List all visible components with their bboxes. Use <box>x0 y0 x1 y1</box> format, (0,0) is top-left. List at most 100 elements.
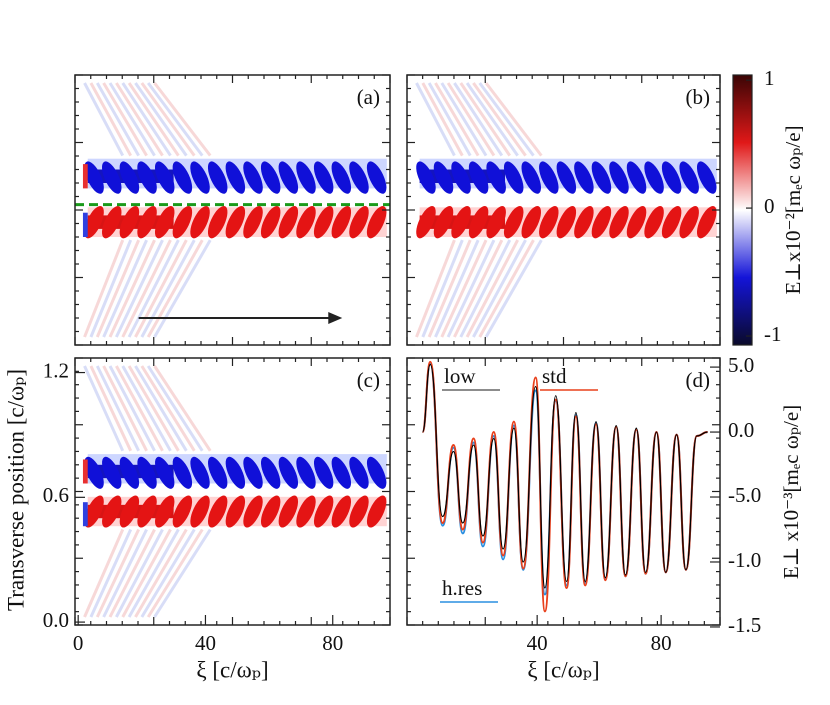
blue-blob <box>696 161 717 194</box>
faint-wave <box>102 82 148 157</box>
faint-wave <box>146 528 204 618</box>
red-blob <box>225 495 246 528</box>
blue-blob <box>313 456 334 489</box>
red-blob <box>591 205 612 239</box>
red-blob <box>644 205 664 239</box>
faint-wave <box>121 365 172 452</box>
blue-blob <box>331 161 352 194</box>
y-tick-label: 1.2 <box>43 358 69 382</box>
blue-blob <box>154 161 175 194</box>
red-blob <box>243 495 263 528</box>
red-blob <box>696 205 717 239</box>
edge-red <box>82 459 88 484</box>
faint-wave <box>153 528 212 618</box>
blue-blob <box>172 456 193 489</box>
faint-wave <box>146 365 204 452</box>
faint-wave <box>415 82 456 157</box>
blue-blob <box>486 161 506 194</box>
faint-wave <box>102 239 148 338</box>
red-blob <box>296 205 316 239</box>
faint-wave <box>472 82 527 157</box>
blue-blob <box>260 161 281 194</box>
blue-blob <box>102 456 122 489</box>
faint-wave <box>140 365 196 452</box>
y-tick-label: 0.6 <box>43 483 69 507</box>
y2-tick-label: 0.0 <box>728 418 754 442</box>
blue-blob <box>313 161 334 194</box>
red-blob <box>416 205 436 239</box>
red-blob <box>172 205 193 239</box>
x-axis-label: ξ [c/ωₚ] <box>527 657 599 682</box>
faint-wave <box>83 239 125 338</box>
red-blob <box>278 205 299 239</box>
red-blob <box>331 205 352 239</box>
blue-blob <box>260 456 281 489</box>
colorbar-tick-label: 0 <box>764 194 775 218</box>
red-blob <box>190 205 210 239</box>
blue-blob <box>451 161 471 194</box>
faint-wave <box>102 365 148 452</box>
y2-tick-label: -1.0 <box>728 548 761 572</box>
red-blob <box>556 205 577 239</box>
faint-wave <box>146 239 204 338</box>
field-map <box>75 82 390 338</box>
faint-wave <box>83 82 125 157</box>
red-blob <box>609 205 629 239</box>
blue-blob <box>296 456 316 489</box>
panel-label: (b) <box>686 85 711 109</box>
faint-wave <box>478 82 535 157</box>
x-tick-label: 80 <box>322 631 343 655</box>
faint-wave <box>89 82 132 157</box>
colorbar-tick-label: -1 <box>764 322 782 346</box>
blue-blob <box>349 456 369 489</box>
blue-blob <box>101 161 122 194</box>
faint-wave <box>153 82 212 157</box>
panel-label: (a) <box>357 85 380 109</box>
y2-tick-label: 5.0 <box>728 353 754 377</box>
red-blob <box>486 205 506 239</box>
blue-blob <box>119 161 140 194</box>
red-blob <box>433 205 454 239</box>
red-blob <box>539 205 559 239</box>
faint-wave <box>115 239 164 338</box>
red-blob <box>119 495 140 528</box>
blue-blob <box>137 161 157 194</box>
faint-wave <box>95 239 141 338</box>
red-blob <box>190 495 210 528</box>
faint-wave <box>121 82 172 157</box>
blue-blob <box>416 161 436 194</box>
faint-wave <box>153 239 212 338</box>
faint-wave <box>134 365 188 452</box>
x-tick-label: 80 <box>651 631 672 655</box>
faint-wave <box>89 528 133 618</box>
faint-wave <box>434 239 480 338</box>
blue-blob <box>331 456 352 489</box>
faint-wave <box>465 239 519 338</box>
x-axis-label: ξ [c/ωₚ] <box>196 657 268 682</box>
red-blob <box>208 495 228 528</box>
faint-wave <box>95 528 140 618</box>
red-blob <box>521 205 542 239</box>
red-blob <box>349 205 369 239</box>
faint-wave <box>134 82 188 157</box>
faint-wave <box>446 82 496 157</box>
blue-blob <box>539 161 559 194</box>
red-blob <box>278 495 299 528</box>
faint-wave <box>127 528 180 618</box>
red-blob <box>679 205 699 239</box>
edge-blue <box>82 502 88 527</box>
faint-wave <box>421 239 464 338</box>
faint-wave <box>83 528 125 618</box>
faint-wave <box>83 365 125 452</box>
blue-blob <box>278 456 299 489</box>
blue-blob <box>468 161 489 194</box>
faint-wave <box>453 82 504 157</box>
blue-blob <box>556 161 577 194</box>
colorbar-label: E⊥x10⁻²[mₑc ωₚ/e] <box>781 125 805 294</box>
red-blob <box>260 205 281 239</box>
red-blob <box>101 205 122 239</box>
blue-blob <box>626 161 647 194</box>
x-tick-label: 40 <box>195 631 216 655</box>
faint-wave <box>440 239 488 338</box>
